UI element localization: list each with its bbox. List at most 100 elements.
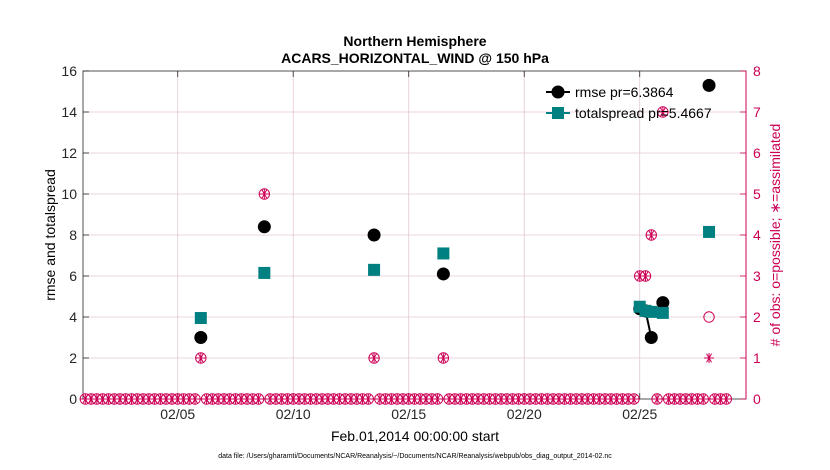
totalspread-point bbox=[194, 312, 207, 325]
obs-assimilated-point bbox=[80, 394, 91, 404]
obs-assimilated-point bbox=[247, 394, 258, 404]
obs-assimilated-point bbox=[230, 394, 241, 404]
obs-assimilated-point bbox=[392, 394, 403, 404]
obs-assimilated-point bbox=[120, 394, 131, 404]
obs-assimilated-point bbox=[369, 353, 380, 363]
rmse-point bbox=[367, 228, 381, 242]
x-tick-label: 02/25 bbox=[622, 406, 657, 422]
y-tick-label: 10 bbox=[61, 186, 77, 202]
x-tick-label: 02/15 bbox=[391, 406, 426, 422]
y2-tick-label: 2 bbox=[753, 309, 761, 325]
obs-assimilated-point bbox=[114, 394, 125, 404]
obs-assimilated-point bbox=[351, 394, 362, 404]
obs-assimilated-point bbox=[542, 394, 553, 404]
obs-assimilated-point bbox=[374, 394, 385, 404]
obs-assimilated-point bbox=[478, 394, 489, 404]
x-axis-label: Feb.01,2014 00:00:00 start bbox=[331, 428, 499, 444]
obs-assimilated-point bbox=[109, 394, 120, 404]
obs-assimilated-point bbox=[270, 394, 281, 404]
obs-assimilated-point bbox=[363, 394, 374, 404]
obs-assimilated-point bbox=[155, 394, 166, 404]
grid bbox=[83, 71, 746, 399]
obs-assimilated-point bbox=[501, 394, 512, 404]
obs-assimilated-point bbox=[201, 394, 212, 404]
obs-assimilated-point bbox=[207, 394, 218, 404]
x-axis: 02/05 02/10 02/15 02/20 02/25 bbox=[160, 71, 657, 422]
obs-assimilated-point bbox=[409, 394, 420, 404]
rmse-point bbox=[194, 331, 208, 344]
obs-assimilated-point bbox=[259, 189, 270, 199]
obs-assimilated-point bbox=[265, 394, 276, 404]
y-axis-right: 0 1 2 3 4 5 6 7 8 bbox=[740, 63, 761, 407]
y2-tick-label: 4 bbox=[753, 227, 761, 243]
obs-assimilated-point bbox=[721, 394, 732, 404]
rmse-point bbox=[656, 296, 670, 310]
totalspread-point bbox=[656, 306, 669, 319]
obs-assimilated-point bbox=[328, 394, 339, 404]
chart-subtitle: ACARS_HORIZONTAL_WIND @ 150 hPa bbox=[281, 50, 549, 66]
obs-assimilated-point bbox=[172, 394, 183, 404]
y-tick-label: 14 bbox=[61, 104, 77, 120]
obs-assimilated-point bbox=[513, 394, 524, 404]
obs-possible-point bbox=[195, 352, 207, 364]
obs-assimilated-point bbox=[161, 394, 172, 404]
y-tick-label: 2 bbox=[69, 350, 77, 366]
obs-assimilated-point bbox=[340, 394, 351, 404]
obs-assimilated-point bbox=[605, 394, 616, 404]
totalspread-point bbox=[437, 247, 450, 260]
obs-assimilated-point bbox=[166, 394, 177, 404]
obs-count-series bbox=[79, 106, 733, 405]
obs-assimilated-point bbox=[600, 394, 611, 404]
obs-assimilated-point bbox=[698, 394, 709, 404]
obs-assimilated-point bbox=[576, 394, 587, 404]
obs-possible-point bbox=[437, 352, 450, 364]
obs-assimilated-point bbox=[473, 394, 484, 404]
y-tick-label: 4 bbox=[69, 309, 77, 325]
obs-assimilated-point bbox=[322, 394, 333, 404]
obs-assimilated-point bbox=[455, 394, 466, 404]
totalspread-point bbox=[703, 225, 716, 238]
obs-assimilated-point bbox=[669, 394, 680, 404]
series-totalspread bbox=[194, 225, 716, 325]
obs-assimilated-point bbox=[276, 394, 287, 404]
y2-tick-label: 1 bbox=[753, 350, 761, 366]
obs-assimilated-point bbox=[421, 394, 432, 404]
rmse-point bbox=[257, 220, 271, 234]
y-tick-label: 0 bbox=[69, 391, 77, 407]
obs-assimilated-point bbox=[623, 394, 634, 404]
obs-assimilated-point bbox=[432, 394, 443, 404]
obs-assimilated-point bbox=[293, 394, 304, 404]
obs-assimilated-point bbox=[299, 394, 310, 404]
obs-assimilated-point bbox=[97, 394, 108, 404]
obs-assimilated-point bbox=[594, 394, 605, 404]
obs-assimilated-point bbox=[692, 394, 703, 404]
totalspread-point bbox=[258, 266, 271, 279]
obs-assimilated-point bbox=[190, 394, 201, 404]
obs-assimilated-point bbox=[236, 394, 247, 404]
y-tick-label: 16 bbox=[61, 63, 77, 79]
legend-rmse-label: rmse pr=6.3864 bbox=[575, 84, 674, 100]
obs-assimilated-point bbox=[640, 271, 651, 281]
obs-assimilated-point bbox=[571, 394, 582, 404]
obs-assimilated-point bbox=[507, 394, 518, 404]
data-file-note: data file: /Users/gharamti/Documents/NCA… bbox=[218, 453, 612, 460]
y-axis-label: rmse and totalspread bbox=[42, 169, 58, 301]
obs-assimilated-point bbox=[467, 394, 478, 404]
obs-assimilated-point bbox=[178, 394, 189, 404]
obs-assimilated-point bbox=[282, 394, 293, 404]
y-tick-label: 8 bbox=[69, 227, 77, 243]
obs-assimilated-point bbox=[461, 394, 472, 404]
rmse-point bbox=[702, 78, 716, 92]
obs-assimilated-point bbox=[525, 394, 536, 404]
obs-assimilated-point bbox=[334, 394, 345, 404]
obs-assimilated-point bbox=[345, 394, 356, 404]
obs-assimilated-point bbox=[311, 394, 322, 404]
obs-assimilated-point bbox=[305, 394, 316, 404]
obs-assimilated-point bbox=[709, 394, 720, 404]
obs-assimilated-point bbox=[397, 394, 408, 404]
obs-assimilated-point bbox=[686, 394, 697, 404]
obs-assimilated-point bbox=[224, 394, 235, 404]
obs-assimilated-point bbox=[536, 394, 547, 404]
obs-assimilated-point bbox=[91, 394, 102, 404]
obs-assimilated-point bbox=[126, 394, 137, 404]
